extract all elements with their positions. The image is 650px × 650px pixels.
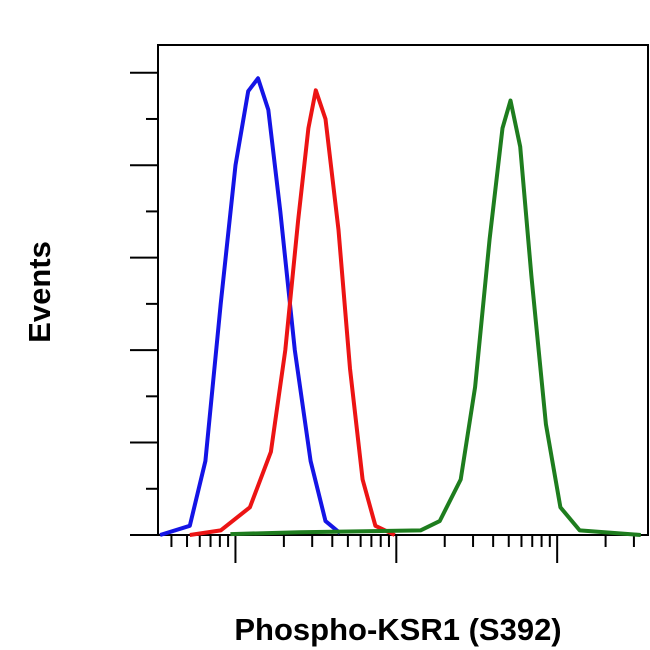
plot-frame — [157, 44, 649, 536]
histogram-line — [159, 76, 342, 537]
histogram-line — [189, 88, 396, 537]
x-axis-label: Phospho-KSR1 (S392) — [234, 612, 561, 647]
y-axis-label: Events — [22, 241, 57, 343]
histogram-line — [230, 98, 641, 537]
